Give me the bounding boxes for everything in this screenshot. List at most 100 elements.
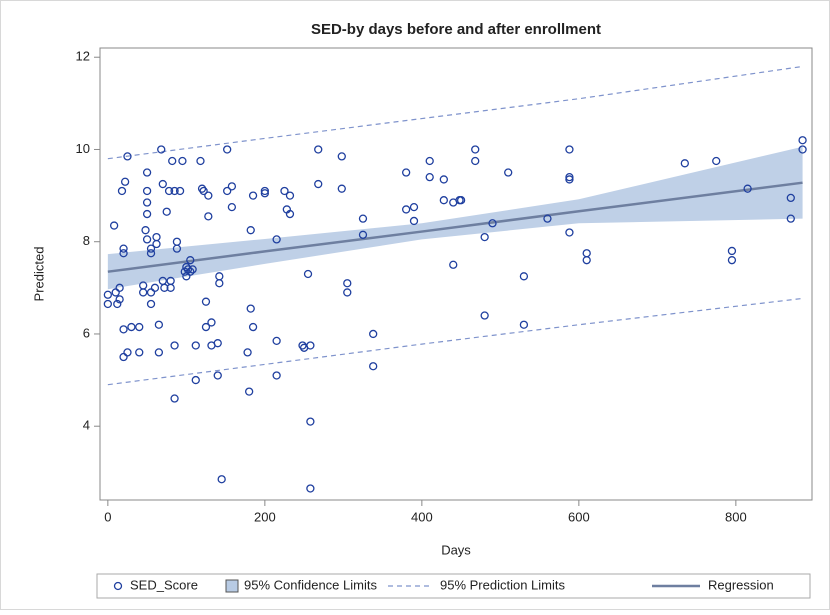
y-tick-label: 8 [83,233,90,248]
x-tick-label: 600 [568,509,590,524]
point [103,290,113,299]
point [798,136,807,145]
point [103,299,113,309]
point [183,265,193,274]
point [337,152,346,161]
point [123,152,132,161]
point [488,219,497,228]
point [154,320,164,329]
legend-label: Regression [708,577,774,592]
point [127,322,136,332]
point [743,184,752,193]
point [141,226,150,235]
point [260,189,270,198]
point [471,145,480,154]
point [439,175,448,184]
point [172,244,182,253]
point [519,272,529,281]
y-tick-label: 12 [76,49,90,64]
y-tick-label: 4 [83,418,90,433]
point [150,283,160,292]
point [449,260,458,269]
point [113,299,122,309]
chart-title: SED-by days before and after enrollment [311,21,601,38]
point [245,387,254,396]
x-tick-label: 0 [104,509,111,524]
point [154,348,164,357]
point [146,249,156,258]
point [186,256,195,265]
point [303,269,313,279]
point [204,191,213,200]
point [280,186,289,196]
point [158,179,167,189]
point [456,196,466,205]
point [115,283,124,292]
point [272,336,281,346]
point [119,249,128,258]
point [409,216,419,226]
point [175,186,185,196]
x-tick-label: 400 [411,509,433,524]
point [162,207,171,216]
regression-line [107,181,803,273]
point [260,186,270,196]
point [146,299,156,309]
point [227,202,237,212]
point [343,288,352,297]
point [680,159,689,168]
point [191,375,200,385]
point [314,179,323,189]
legend-label: SED_Score [130,577,198,592]
legend-box [96,573,811,599]
point [217,475,226,484]
point [798,145,807,154]
legend-label: 95% Prediction Limits [440,577,565,592]
legend-label: 95% Confidence Limits [244,577,377,592]
point [204,212,213,221]
point [119,325,128,334]
point [152,239,161,249]
point [115,295,124,304]
point [166,283,175,292]
point [186,267,195,276]
point [246,304,255,313]
point [727,246,737,256]
point [168,156,177,166]
y-axis-label: Predicted [31,247,46,302]
point [119,244,128,253]
point [135,348,144,357]
y-tick-label: 10 [76,141,90,156]
point [207,318,216,327]
point [201,297,211,306]
point [188,265,197,274]
point [786,193,795,203]
point [471,156,480,166]
point [439,196,448,205]
point [425,156,434,166]
point [358,214,368,223]
x-tick-label: 200 [254,509,276,524]
point [199,186,208,196]
point [519,320,529,329]
point [142,209,152,219]
point [306,484,315,493]
point [201,322,211,332]
point [786,214,795,223]
point [227,182,237,191]
point [120,177,130,186]
point [248,191,258,200]
point [298,341,307,350]
point [285,191,295,200]
point [178,156,187,166]
point [582,256,591,265]
point [223,145,232,154]
point [272,235,281,244]
point [480,311,489,320]
x-tick-label: 800 [725,509,747,524]
point [565,145,574,154]
point [402,168,411,177]
point [223,186,232,196]
point [142,235,152,244]
